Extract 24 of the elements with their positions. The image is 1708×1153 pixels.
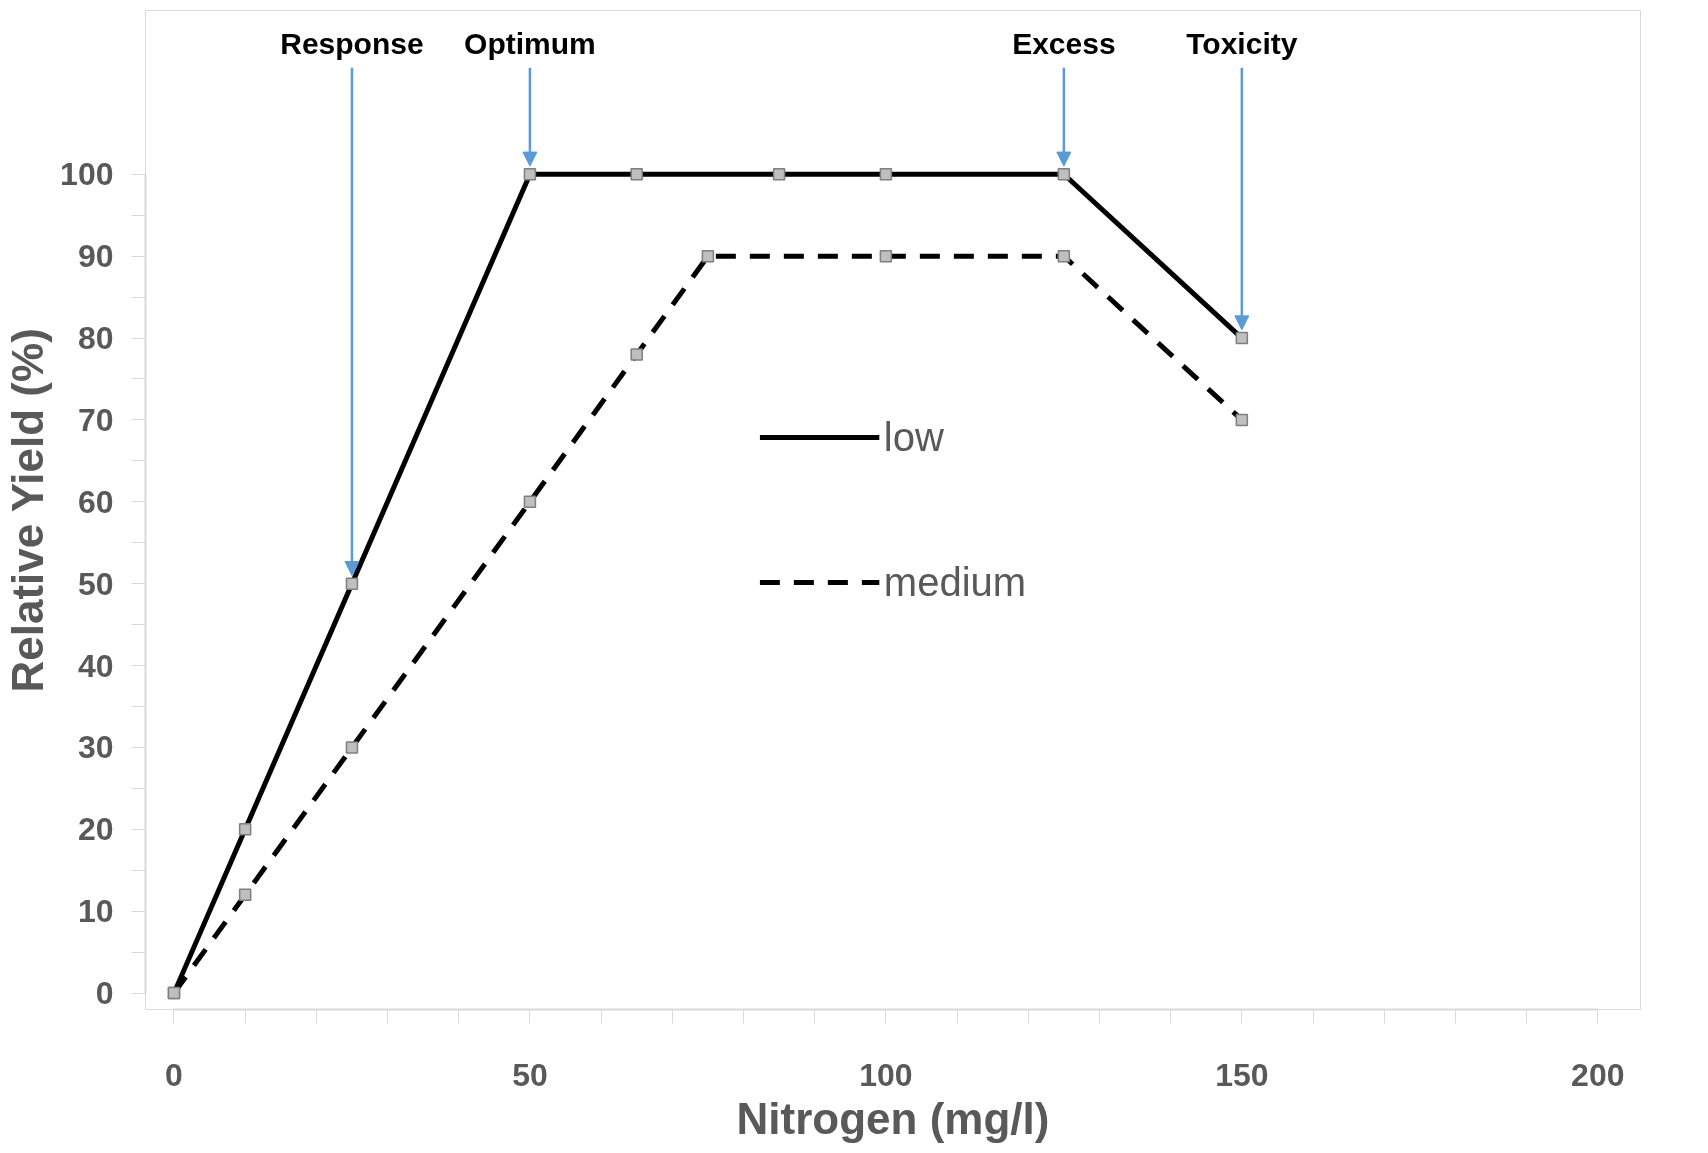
x-tick-label: 150 [1215, 1056, 1269, 1093]
y-tick-label: 70 [77, 401, 114, 438]
y-tick-label: 20 [77, 811, 114, 848]
legend-label: low [883, 414, 944, 460]
x-tick-label: 200 [1571, 1056, 1625, 1093]
y-tick-label: 90 [77, 238, 114, 275]
annotation: Toxicity [1186, 26, 1298, 60]
y-tick-label: 60 [77, 483, 114, 520]
y-axis-title: Relative Yield (%) [3, 328, 53, 693]
x-axis-title: Nitrogen (mg/l) [736, 1093, 1050, 1143]
x-tick-label: 100 [859, 1056, 913, 1093]
annotation: Excess [1012, 26, 1116, 60]
y-tick-label: 0 [95, 975, 114, 1012]
y-tick-label: 30 [77, 729, 114, 766]
annotation: Response [280, 26, 424, 60]
y-tick-label: 40 [77, 647, 114, 684]
x-tick-label: 0 [165, 1056, 183, 1093]
y-tick-label: 10 [77, 893, 114, 930]
annotation: Optimum [464, 26, 596, 60]
legend-label: medium [883, 559, 1027, 605]
y-tick-label: 100 [60, 156, 114, 193]
x-tick-label: 50 [512, 1056, 548, 1093]
y-tick-label: 80 [77, 320, 114, 357]
y-tick-label: 50 [77, 565, 114, 602]
